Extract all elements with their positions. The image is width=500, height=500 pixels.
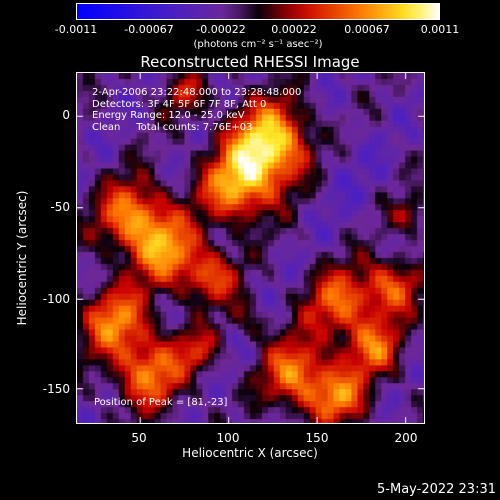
colorbar-tick: 0.00067 [344,23,390,36]
peak-position-label: Position of Peak = [81,-23] [94,397,228,408]
x-tick-label: 200 [394,431,418,445]
colorbar-tick: -0.0011 [54,23,98,36]
x-tick-label: 150 [305,431,329,445]
rhessi-image [76,72,425,424]
info-detectors: Detectors: 3F 4F 5F 6F 7F 8F, Att 0 [92,98,267,110]
colorbar [76,3,440,20]
info-energy-range: Energy Range: 12.0 - 25.0 keV [92,110,245,122]
x-axis-label: Heliocentric X (arcsec) [182,446,318,460]
y-tick-label: 0 [62,108,70,122]
x-tick-label: 100 [216,431,240,445]
datestamp: 5-May-2022 23:31 [377,482,496,497]
intensity-map [77,73,424,423]
colorbar-tick: -0.00022 [196,23,246,36]
y-tick-label: -50 [50,200,70,214]
y-axis-label: Heliocentric Y (arcsec) [15,190,29,326]
colorbar-tick: 0.00022 [271,23,317,36]
info-time-range: 2-Apr-2006 23:22:48.000 to 23:28:48.000 [92,87,302,98]
y-tick-label: -150 [42,382,70,396]
info-clean-counts: Clean Total counts: 7.76E+03 [92,121,253,133]
colorbar-tick: 0.0011 [420,23,460,36]
plot-title: Reconstructed RHESSI Image [140,53,360,71]
colorbar-units: (photons cm⁻² s⁻¹ asec⁻²) [193,39,323,50]
y-tick-label: -100 [42,292,70,306]
x-tick-label: 50 [131,431,147,445]
colorbar-tick: -0.00067 [124,23,174,36]
